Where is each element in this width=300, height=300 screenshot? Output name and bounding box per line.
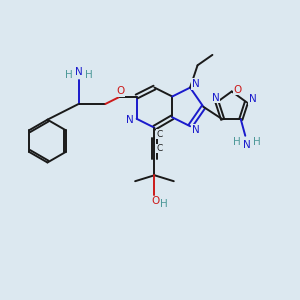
Text: C: C [157,130,163,139]
Text: N: N [192,125,199,135]
Text: H: H [233,137,241,147]
Text: N: N [75,67,83,77]
Text: N: N [192,79,199,89]
Text: H: H [85,70,92,80]
Text: N: N [248,94,256,104]
Text: H: H [65,70,73,80]
Text: H: H [160,199,168,209]
Text: N: N [243,140,250,150]
Text: N: N [126,115,134,125]
Text: H: H [253,137,260,147]
Text: O: O [234,85,242,95]
Text: O: O [151,196,160,206]
Text: O: O [116,86,124,96]
Text: C: C [157,144,163,153]
Text: N: N [212,93,219,103]
